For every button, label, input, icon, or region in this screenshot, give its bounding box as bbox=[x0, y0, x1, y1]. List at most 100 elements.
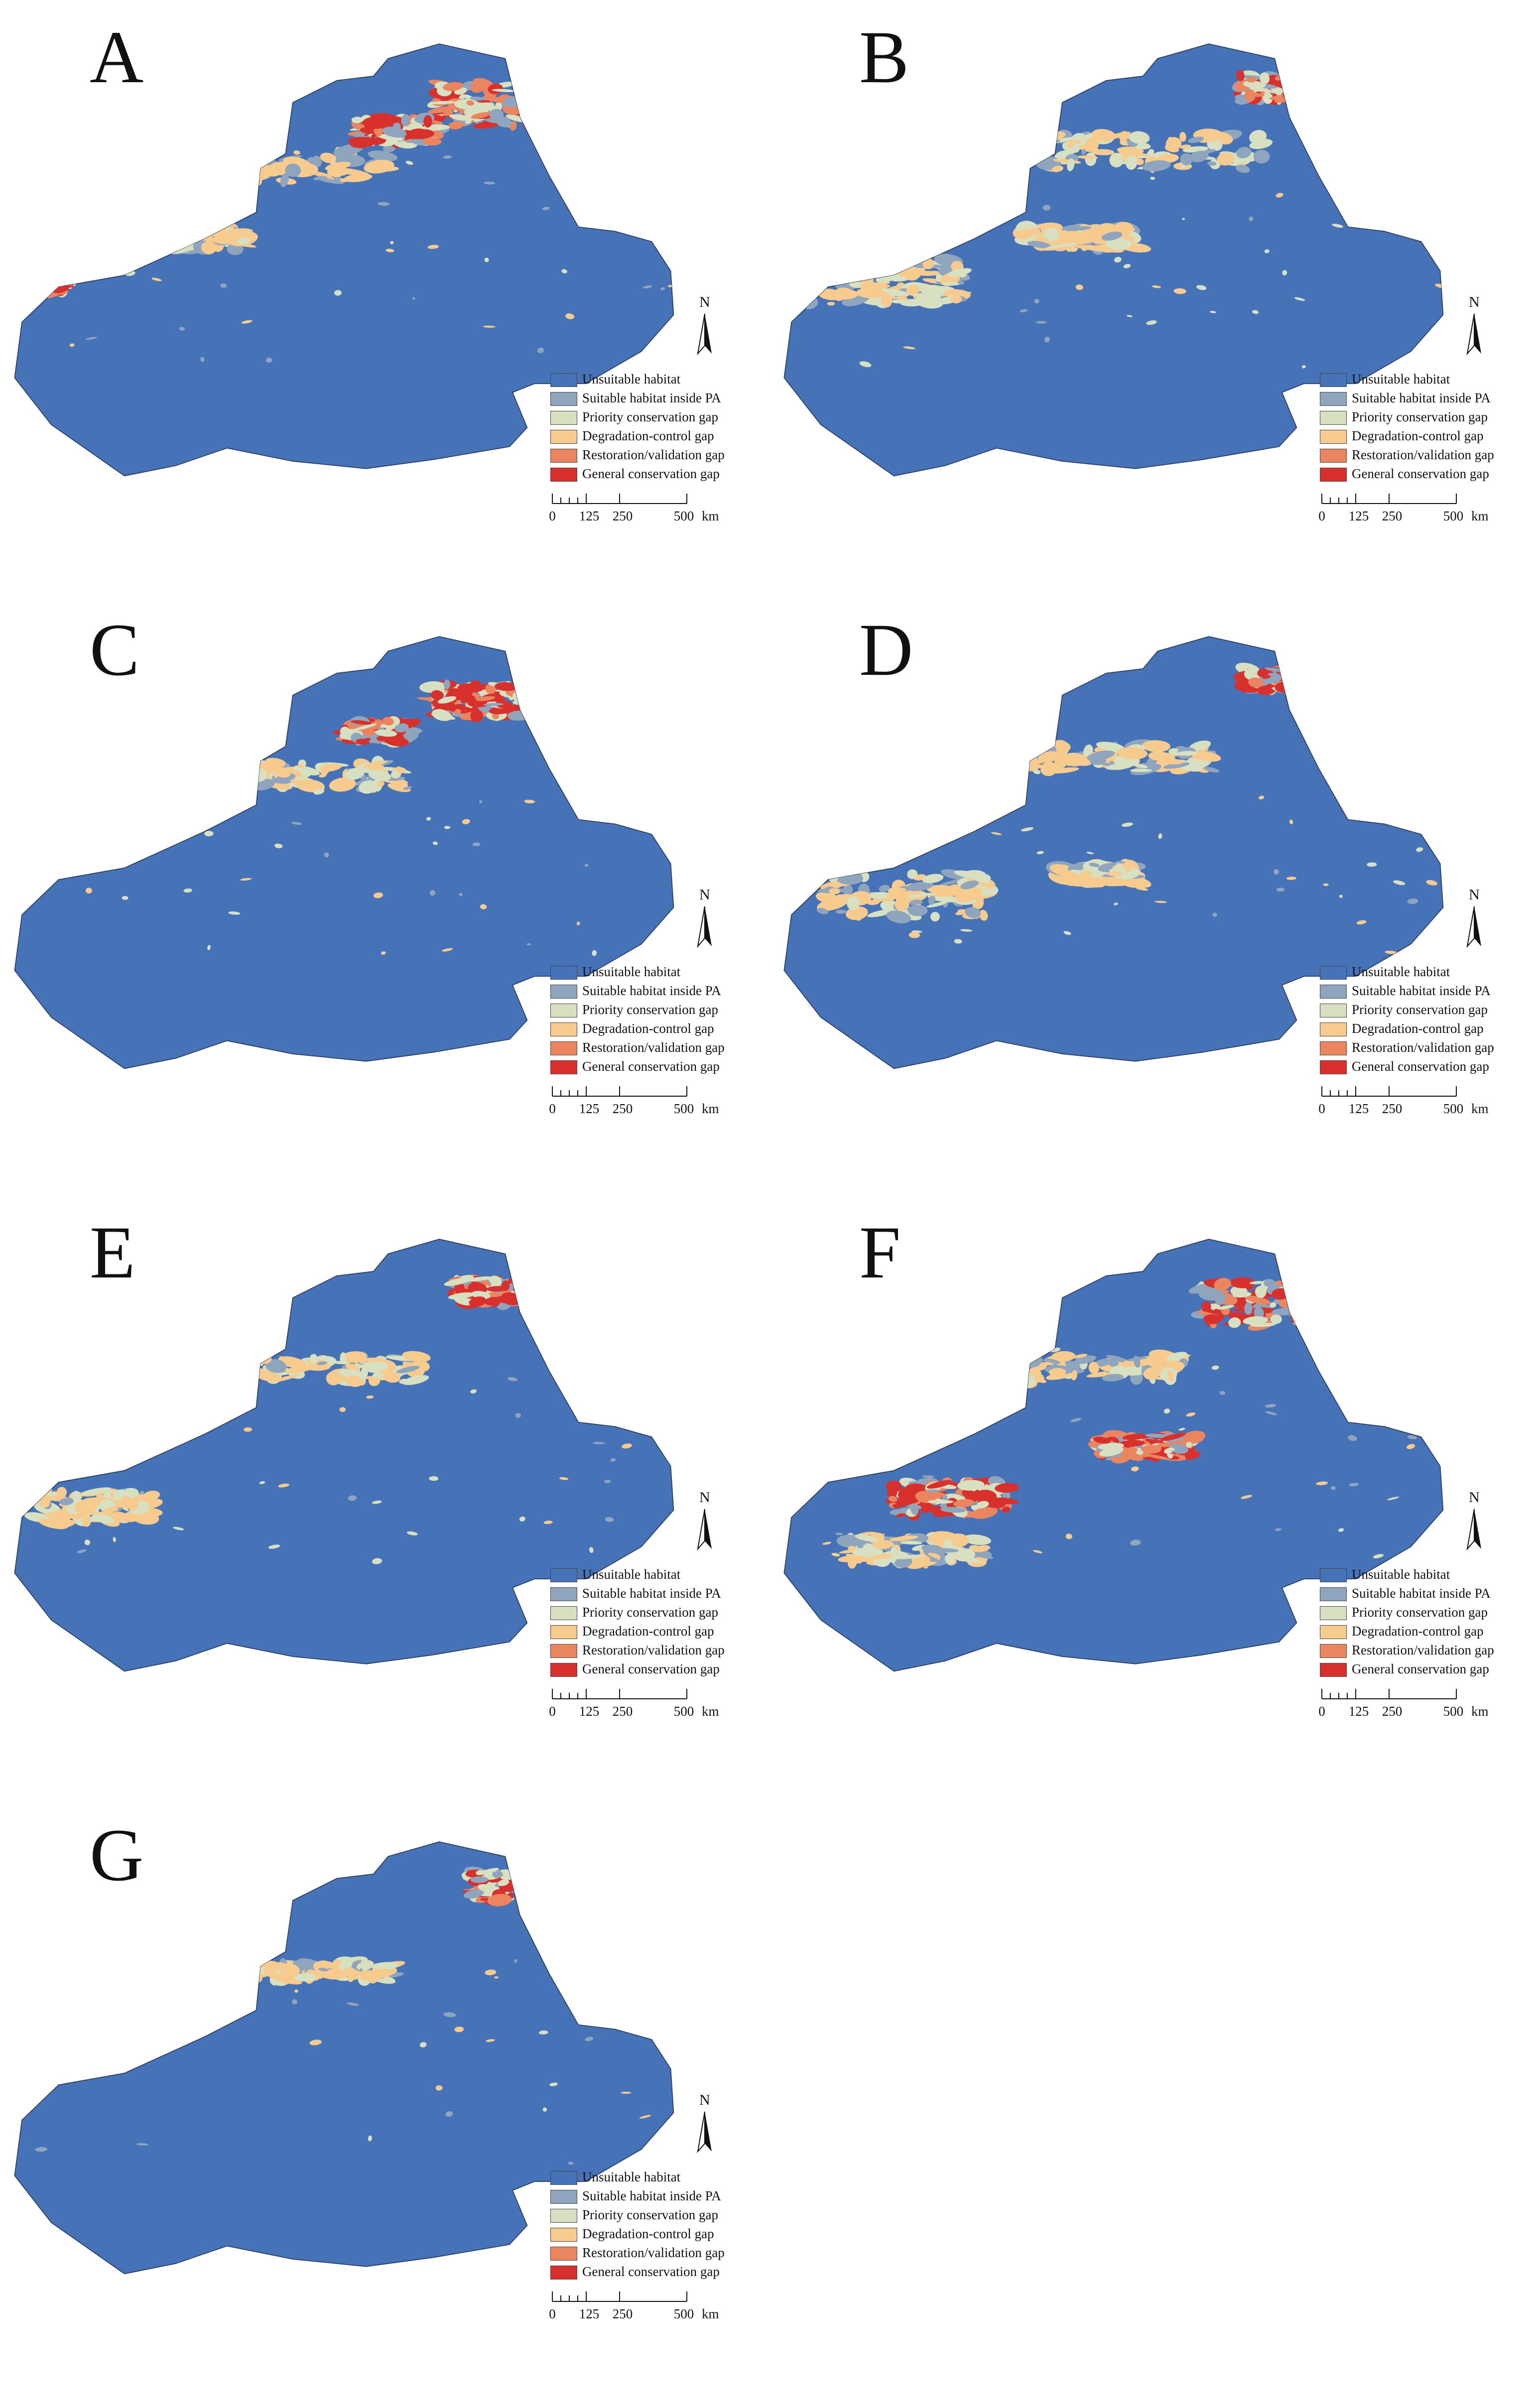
legend-label: Degradation-control gap bbox=[582, 1021, 714, 1036]
panel-label: A bbox=[90, 16, 144, 99]
scale-tick: 500 bbox=[673, 508, 694, 523]
legend-swatch bbox=[550, 1041, 577, 1055]
legend-label: Unsuitable habitat bbox=[582, 1567, 681, 1582]
panel-label: D bbox=[859, 609, 913, 691]
legend-label: Degradation-control gap bbox=[582, 1624, 714, 1639]
scale-tick: 250 bbox=[612, 2306, 633, 2321]
legend-swatch bbox=[1320, 1568, 1347, 1582]
scale-tick: 0 bbox=[1318, 1101, 1325, 1116]
legend-label: General conservation gap bbox=[1352, 1661, 1489, 1676]
legend-swatch bbox=[550, 1663, 577, 1677]
legend-swatch bbox=[550, 1022, 577, 1036]
scale-tick: 0 bbox=[549, 508, 556, 523]
legend-label: Priority conservation gap bbox=[1352, 1002, 1488, 1017]
scale-bar: 0 125 250 500 km bbox=[549, 1686, 760, 1721]
region-map bbox=[783, 1239, 1444, 1672]
legend-swatch bbox=[1320, 1060, 1347, 1074]
legend-swatch bbox=[550, 2171, 577, 2185]
scale-tick: 125 bbox=[579, 1101, 600, 1116]
legend-label: General conservation gap bbox=[582, 1661, 720, 1676]
scale-tick: 0 bbox=[549, 2306, 556, 2321]
north-arrow-icon bbox=[1466, 313, 1481, 356]
legend-label: Suitable habitat inside PA bbox=[1352, 390, 1491, 405]
north-arrow-label: N bbox=[699, 1489, 710, 1506]
scale-bar: 0 125 250 500 km bbox=[1318, 1686, 1529, 1721]
legend-swatch bbox=[550, 2247, 577, 2261]
legend-label: Degradation-control gap bbox=[582, 428, 714, 443]
north-arrow: N bbox=[1459, 887, 1489, 951]
legend-swatch bbox=[550, 985, 577, 999]
north-arrow-label: N bbox=[1469, 887, 1480, 903]
legend-swatch bbox=[1320, 373, 1347, 387]
legend-swatch bbox=[1320, 985, 1347, 999]
panel-label: C bbox=[90, 609, 140, 691]
legend-label: Unsuitable habitat bbox=[582, 372, 681, 386]
scale-unit: km bbox=[1471, 508, 1489, 523]
legend-label: Unsuitable habitat bbox=[582, 964, 681, 979]
scale-tick: 125 bbox=[1348, 508, 1369, 523]
legend-swatch bbox=[1320, 1644, 1347, 1658]
legend-label: Priority conservation gap bbox=[582, 2207, 718, 2222]
legend-label: Priority conservation gap bbox=[582, 1002, 718, 1017]
scale-unit: km bbox=[702, 1704, 719, 1719]
map-panel-g: G N Unsuitable habitat Suitable habitat i… bbox=[0, 1798, 770, 2408]
region-map bbox=[783, 636, 1444, 1069]
legend-label: Suitable habitat inside PA bbox=[582, 390, 721, 405]
legend-swatch bbox=[1320, 1022, 1347, 1036]
scale-unit: km bbox=[1471, 1704, 1489, 1719]
map-panel-e: E N Unsuitable habitat Suitable habitat i… bbox=[0, 1195, 770, 1805]
region-outline bbox=[14, 1841, 674, 2275]
legend-label: Unsuitable habitat bbox=[1352, 372, 1450, 386]
region-outline bbox=[14, 43, 674, 477]
legend-swatch bbox=[550, 2209, 577, 2223]
legend-label: Restoration/validation gap bbox=[1352, 1643, 1494, 1657]
legend-swatch bbox=[550, 468, 577, 482]
scale-tick: 125 bbox=[579, 1704, 600, 1719]
legend-label: Suitable habitat inside PA bbox=[1352, 983, 1491, 998]
legend-label: General conservation gap bbox=[582, 2264, 720, 2279]
legend-swatch bbox=[550, 1568, 577, 1582]
scale-unit: km bbox=[702, 2306, 719, 2321]
scale-tick: 250 bbox=[612, 1704, 633, 1719]
legend-swatch bbox=[1320, 1041, 1347, 1055]
region-map bbox=[14, 1841, 674, 2275]
legend-swatch bbox=[1320, 1004, 1347, 1017]
legend-swatch bbox=[1320, 1663, 1347, 1677]
scale-tick: 0 bbox=[549, 1101, 556, 1116]
scale-bar: 0 125 250 500 km bbox=[549, 491, 760, 525]
panel-label: E bbox=[90, 1211, 135, 1294]
north-arrow-label: N bbox=[699, 887, 710, 903]
region-map bbox=[14, 1239, 674, 1672]
scale-tick: 0 bbox=[1318, 508, 1325, 523]
scale-tick: 125 bbox=[1348, 1704, 1369, 1719]
legend-swatch bbox=[1320, 1625, 1347, 1639]
scale-tick: 250 bbox=[612, 1101, 633, 1116]
legend-label: Restoration/validation gap bbox=[582, 1643, 725, 1657]
legend-label: Restoration/validation gap bbox=[582, 447, 725, 462]
map-panel-d: D N Unsuitable habitat Suitable habitat i… bbox=[770, 593, 1539, 1203]
legend-label: Degradation-control gap bbox=[1352, 428, 1484, 443]
north-arrow-icon bbox=[697, 313, 712, 356]
scale-tick: 250 bbox=[612, 508, 633, 523]
legend-swatch bbox=[550, 2266, 577, 2280]
region-map bbox=[14, 636, 674, 1069]
scale-tick: 250 bbox=[1382, 1101, 1403, 1116]
scale-tick: 125 bbox=[579, 2306, 600, 2321]
region-outline bbox=[14, 1239, 674, 1672]
legend-label: Degradation-control gap bbox=[1352, 1021, 1484, 1036]
north-arrow-icon bbox=[697, 1509, 712, 1551]
north-arrow: N bbox=[690, 294, 720, 359]
legend-swatch bbox=[550, 1587, 577, 1601]
scale-bar: 0 125 250 500 km bbox=[549, 2288, 760, 2323]
legend-swatch bbox=[1320, 468, 1347, 482]
legend-label: Suitable habitat inside PA bbox=[582, 1586, 721, 1601]
legend-label: Suitable habitat inside PA bbox=[1352, 1586, 1491, 1601]
legend-label: General conservation gap bbox=[582, 1059, 720, 1074]
scale-tick: 500 bbox=[673, 1101, 694, 1116]
legend-label: Restoration/validation gap bbox=[582, 2245, 725, 2260]
legend-label: Restoration/validation gap bbox=[582, 1040, 725, 1055]
legend-swatch bbox=[1320, 1606, 1347, 1620]
north-arrow-icon bbox=[1466, 906, 1481, 948]
scale-tick: 500 bbox=[1443, 1101, 1464, 1116]
legend-label: Unsuitable habitat bbox=[1352, 964, 1450, 979]
